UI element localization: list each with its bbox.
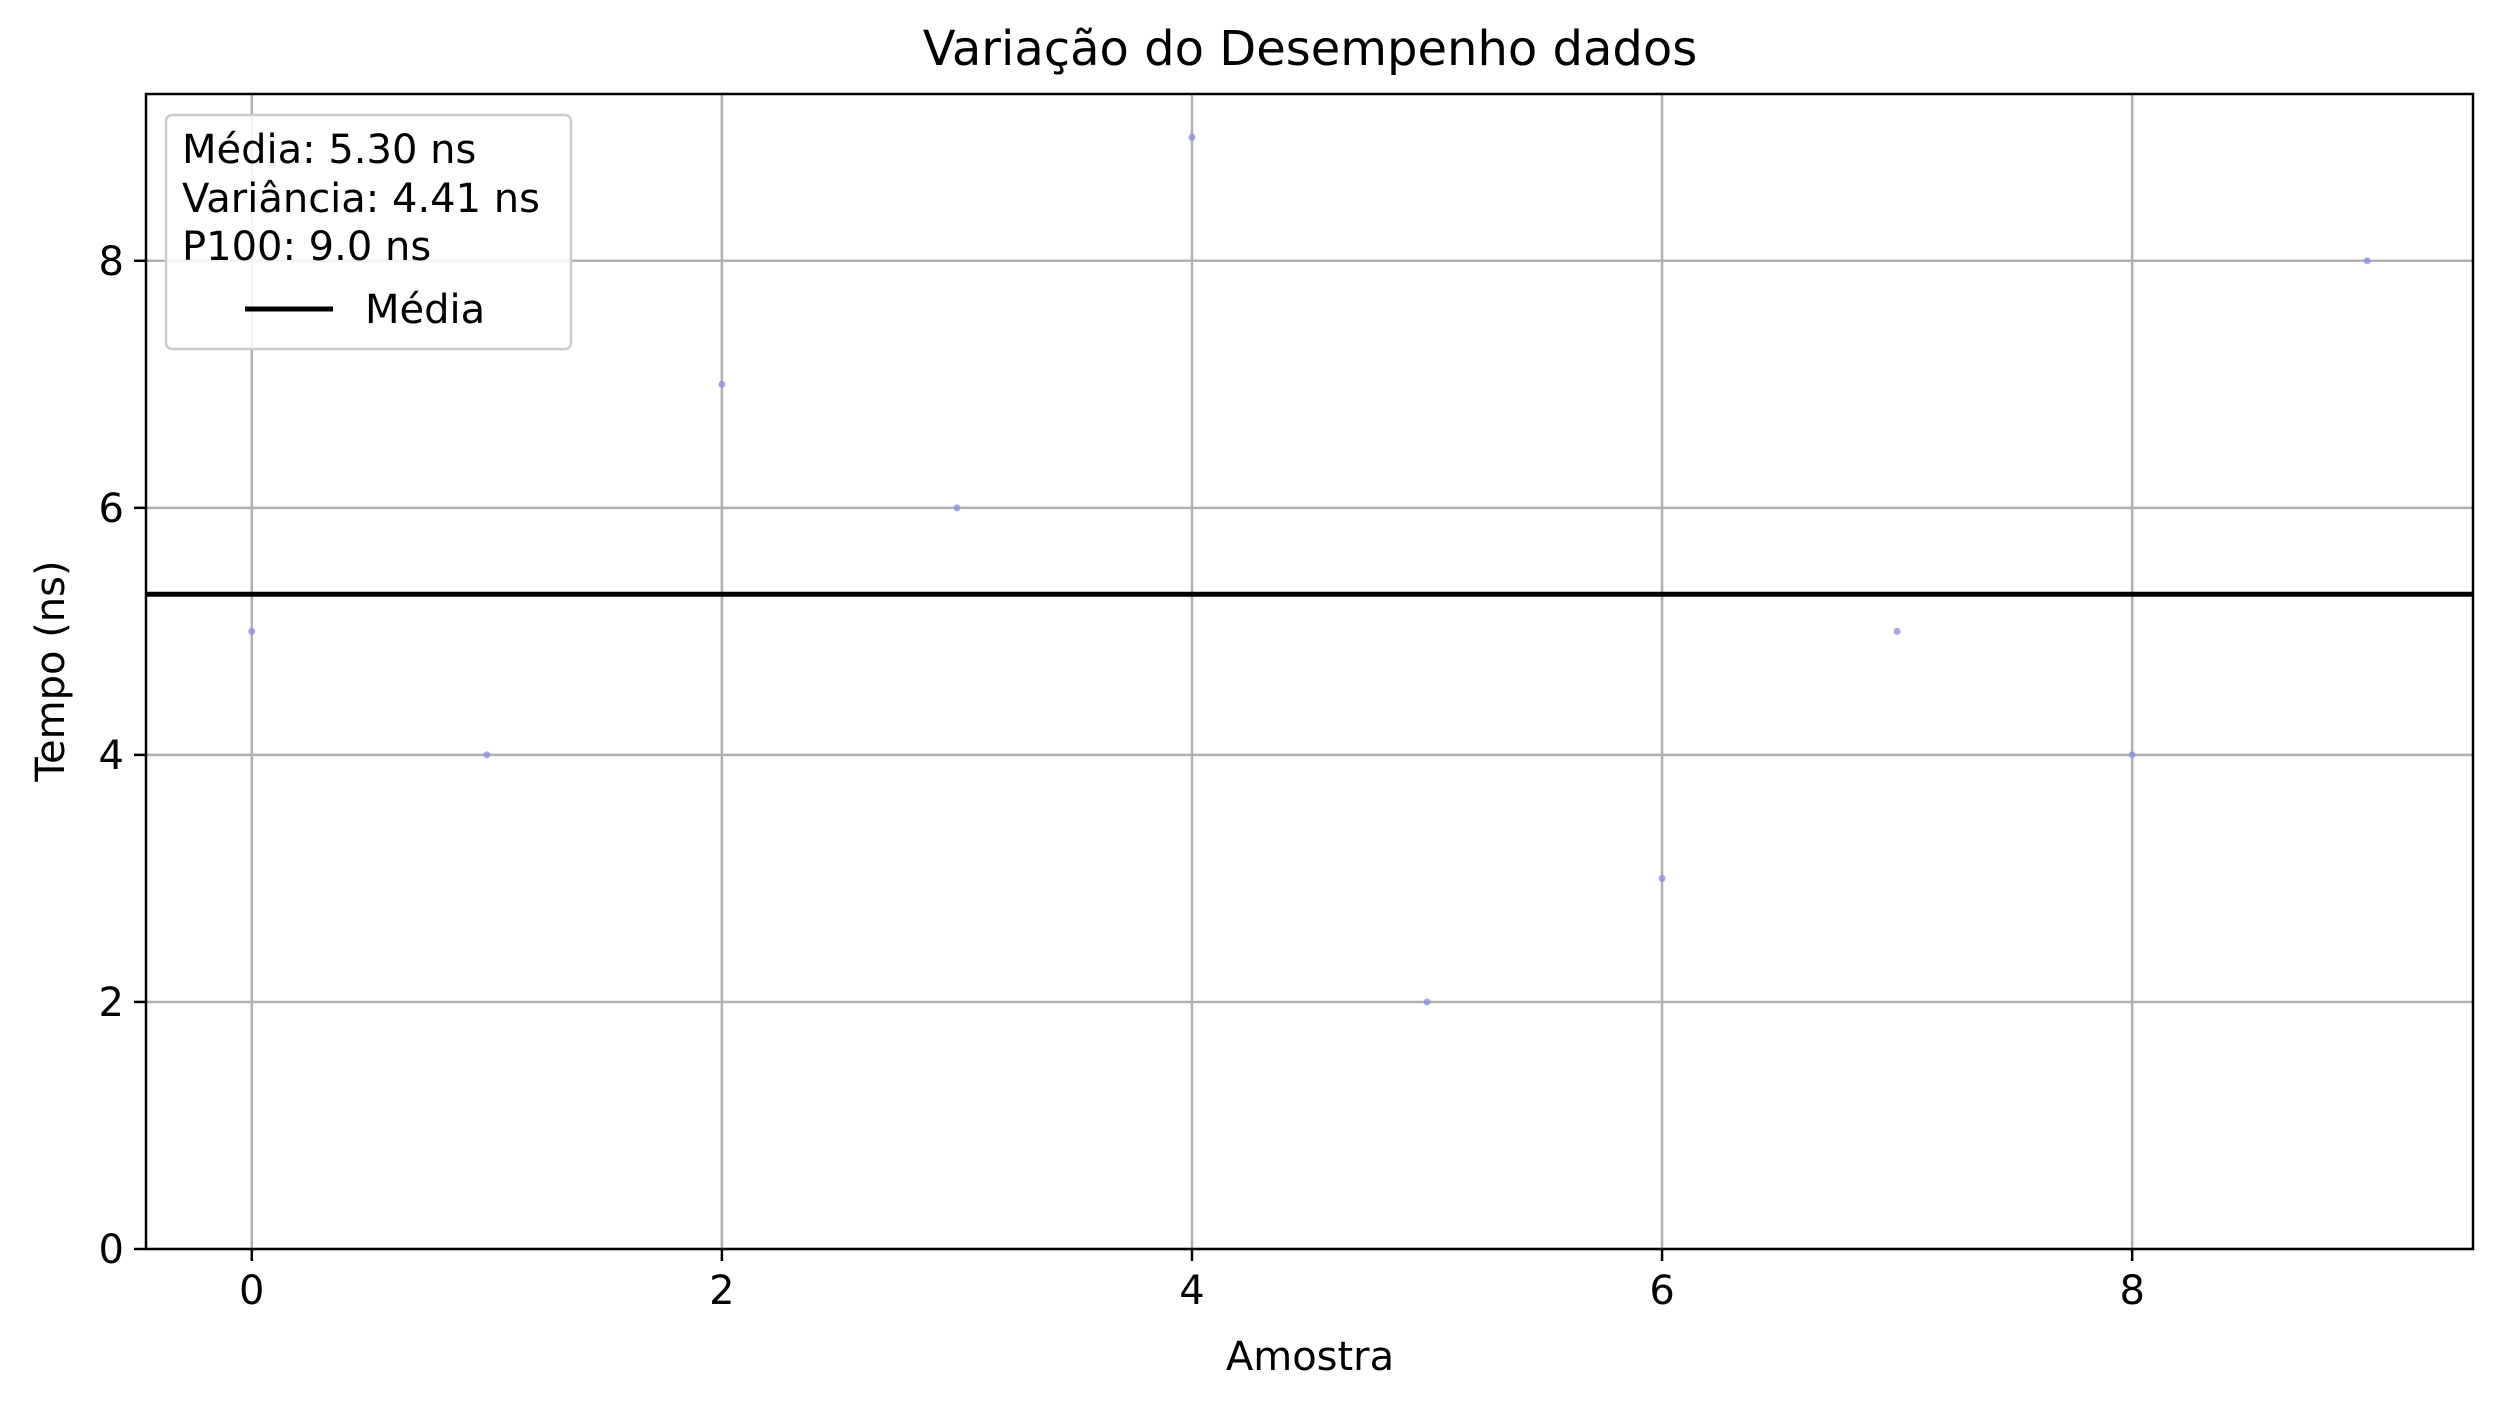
x-tick-label: 8 [2119, 1268, 2144, 1314]
x-axis-label: Amostra [1226, 1334, 1394, 1380]
legend-stat-p100: P100: 9.0 ns [182, 224, 431, 270]
data-point [483, 751, 491, 759]
data-point [2363, 257, 2371, 265]
x-tick-label: 0 [239, 1268, 264, 1314]
data-point [1423, 998, 1431, 1006]
y-tick-label: 0 [99, 1227, 124, 1273]
chart-title: Variação do Desempenho dados [923, 21, 1698, 77]
y-tick-label: 2 [99, 980, 124, 1026]
data-points [248, 133, 2371, 1006]
y-tick-label: 8 [99, 239, 124, 285]
x-tick-label: 6 [1649, 1268, 1674, 1314]
plot-frame [144, 92, 2475, 1251]
data-point [1188, 133, 1196, 141]
x-axis-ticks: 0 2 4 6 8 [239, 1249, 2145, 1314]
y-axis-ticks: 0 2 4 6 8 [99, 239, 146, 1273]
data-point [953, 504, 961, 512]
y-tick-label: 6 [99, 486, 124, 532]
legend: Média: 5.30 ns Variância: 4.41 ns P100: … [164, 113, 573, 351]
legend-box [164, 113, 573, 351]
x-tick-label: 4 [1179, 1268, 1204, 1314]
y-tick-label: 4 [99, 733, 124, 779]
data-point [2128, 751, 2136, 759]
legend-stat-variance: Variância: 4.41 ns [182, 176, 540, 222]
data-point [1893, 627, 1901, 635]
y-axis-label: Tempo (ns) [28, 560, 74, 782]
legend-stat-mean: Média: 5.30 ns [182, 127, 476, 173]
data-point [718, 380, 726, 388]
x-tick-label: 2 [709, 1268, 734, 1314]
legend-mean-label: Média [365, 287, 485, 333]
data-point [248, 627, 256, 635]
data-point [1658, 874, 1666, 882]
